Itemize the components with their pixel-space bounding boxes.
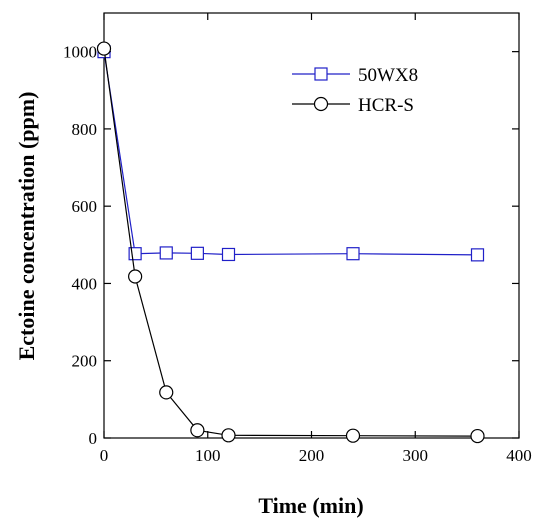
point-hcr-s-120 bbox=[221, 428, 236, 443]
y-tick-label-800: 800 bbox=[72, 120, 98, 139]
series-layer bbox=[96, 41, 485, 444]
y-tick-label-0: 0 bbox=[89, 429, 98, 448]
series-50wx8 bbox=[97, 45, 485, 262]
point-hcr-s-30 bbox=[128, 269, 143, 284]
point-50wx8-90 bbox=[190, 246, 204, 260]
point-hcr-s-90 bbox=[190, 423, 205, 438]
series-line-50wx8 bbox=[103, 51, 478, 256]
x-tick-label-100: 100 bbox=[195, 446, 221, 465]
point-50wx8-240 bbox=[346, 247, 360, 261]
legend-label-50wx8: 50WX8 bbox=[358, 65, 418, 86]
point-50wx8-120 bbox=[221, 247, 236, 262]
legend: 50WX8 HCR-S bbox=[292, 65, 418, 116]
y-tick-label-400: 400 bbox=[72, 274, 98, 293]
series-hcr-s bbox=[96, 41, 485, 444]
x-tick-label-400: 400 bbox=[506, 446, 532, 465]
point-50wx8-60 bbox=[159, 246, 173, 260]
point-hcr-s-240 bbox=[345, 428, 361, 443]
y-tick-label-600: 600 bbox=[72, 197, 98, 216]
x-axis-title: Time (min) bbox=[258, 493, 363, 518]
point-50wx8-360 bbox=[470, 248, 485, 262]
legend-marker-50wx8 bbox=[314, 67, 328, 81]
plot-frame bbox=[103, 12, 520, 439]
point-hcr-s-60 bbox=[159, 385, 174, 400]
legend-label-hcr-s: HCR-S bbox=[358, 95, 414, 116]
x-tick-label-300: 300 bbox=[403, 446, 429, 465]
x-tick-label-200: 200 bbox=[299, 446, 325, 465]
y-tick-label-200: 200 bbox=[72, 352, 98, 371]
tick-labels: 0 100 200 300 400 0 200 400 600 800 1000 bbox=[63, 43, 532, 465]
series-line-hcr-s bbox=[103, 48, 478, 437]
axis-ticks bbox=[103, 13, 520, 439]
y-axis-title: Ectoine concentration (ppm) bbox=[14, 92, 39, 361]
point-hcr-s-360 bbox=[470, 428, 485, 444]
point-hcr-s-0 bbox=[96, 41, 112, 56]
x-tick-label-0: 0 bbox=[100, 446, 109, 465]
y-tick-label-1000: 1000 bbox=[63, 43, 97, 62]
legend-marker-hcr-s bbox=[313, 96, 329, 112]
